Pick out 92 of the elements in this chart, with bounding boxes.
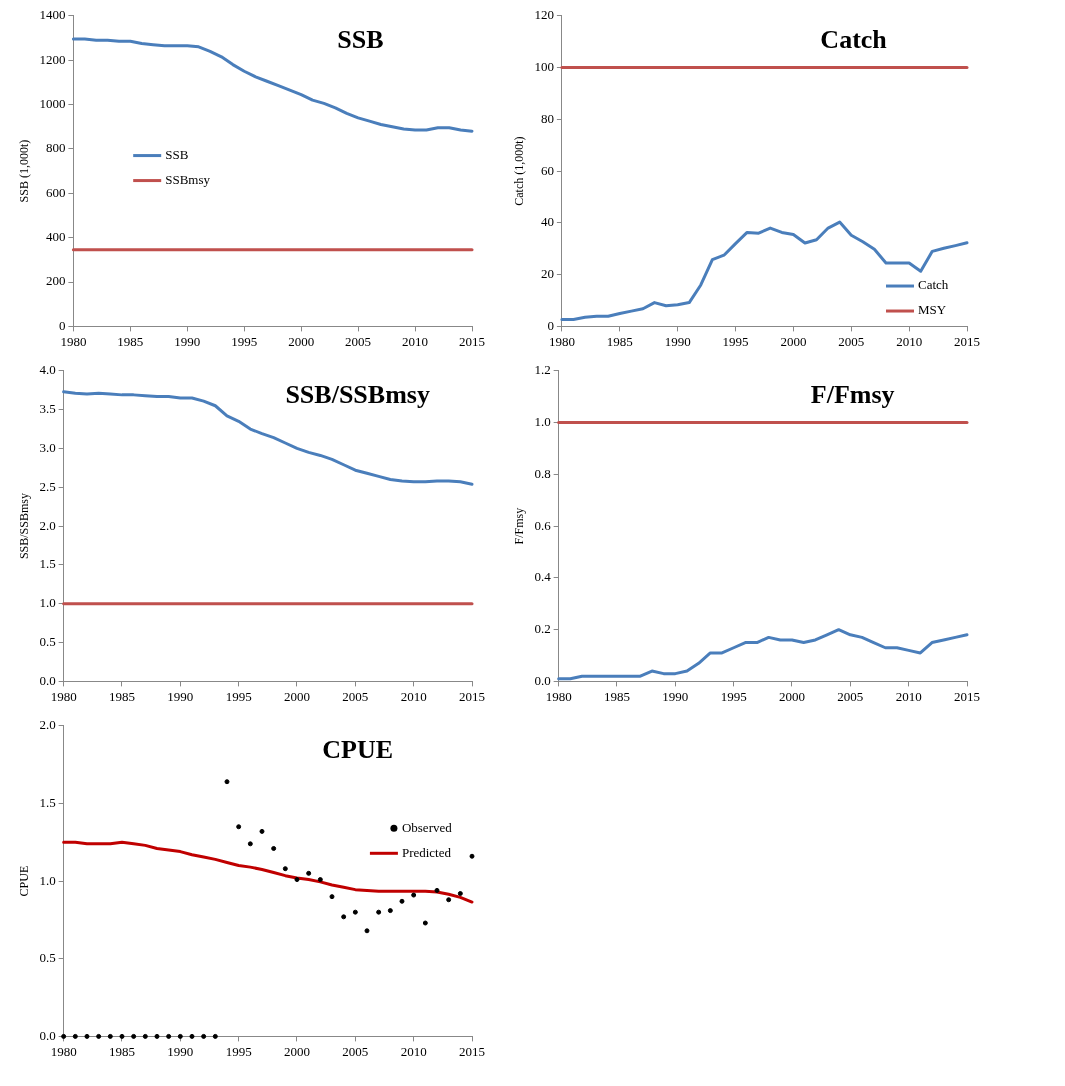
legend-label: Predicted [401, 844, 452, 860]
y-tick-label: 2.5 [39, 478, 56, 494]
x-tick-label: 2010 [896, 333, 923, 349]
y-tick-label: 0.0 [534, 672, 551, 688]
y-tick-label: 1.5 [39, 794, 56, 810]
legend-label: Observed [401, 819, 453, 835]
x-tick-label: 1990 [167, 688, 194, 704]
y-tick-label: 20 [540, 266, 554, 282]
y-tick-label: 0 [58, 317, 66, 333]
x-tick-label: 1985 [603, 688, 630, 704]
y-axis-title: Catch (1,000t) [512, 136, 527, 206]
x-tick-label: 1995 [722, 333, 749, 349]
x-tick-label: 1980 [545, 688, 572, 704]
y-tick-label: 0.2 [534, 621, 551, 637]
y-axis-title: CPUE [17, 865, 32, 897]
y-tick-label: 1200 [39, 51, 66, 67]
chart-title: F/Fmsy [810, 379, 895, 409]
y-tick-label: 400 [45, 229, 66, 245]
chart-title: CPUE [322, 734, 394, 764]
y-tick-label: 3.0 [39, 439, 56, 455]
x-tick-label: 1980 [548, 333, 575, 349]
x-tick-label: 1980 [60, 333, 87, 349]
legend-label: MSY [917, 302, 947, 318]
x-tick-label: 2005 [342, 1043, 369, 1059]
x-tick-label: 2000 [778, 688, 805, 704]
x-tick-label: 1980 [50, 688, 77, 704]
y-tick-label: 0.6 [534, 517, 552, 533]
y-tick-label: 100 [534, 58, 554, 74]
x-tick-label: 2000 [780, 333, 807, 349]
x-tick-label: 1990 [174, 333, 201, 349]
x-tick-label: 1995 [231, 333, 258, 349]
x-tick-label: 2015 [459, 688, 485, 704]
y-tick-label: 120 [534, 7, 554, 23]
y-tick-label: 60 [540, 162, 554, 178]
y-axis-title: SSB (1,000t) [17, 139, 32, 203]
x-tick-label: 2000 [283, 1043, 310, 1059]
x-tick-label: 1990 [167, 1043, 194, 1059]
x-tick-label: 2005 [345, 333, 372, 349]
y-tick-label: 40 [540, 214, 554, 230]
y-tick-label: 1000 [39, 95, 66, 111]
x-tick-label: 2010 [895, 688, 922, 704]
x-tick-label: 1995 [225, 688, 252, 704]
y-tick-label: 1.2 [534, 362, 551, 378]
x-tick-label: 1990 [662, 688, 689, 704]
legend-label: Catch [917, 277, 949, 293]
chart-title: SSB/SSBmsy [285, 379, 430, 409]
y-tick-label: 1.0 [39, 595, 56, 611]
x-tick-label: 2015 [459, 1043, 485, 1059]
y-tick-label: 200 [45, 273, 66, 289]
x-tick-label: 2000 [288, 333, 315, 349]
y-tick-label: 0.4 [534, 569, 552, 585]
x-tick-label: 1985 [606, 333, 633, 349]
x-tick-label: 1985 [117, 333, 144, 349]
legend-label: SSB [165, 146, 189, 162]
y-tick-label: 800 [45, 140, 66, 156]
y-tick-label: 0.5 [39, 634, 56, 649]
y-axis-title: F/Fmsy [512, 507, 527, 545]
x-tick-label: 2000 [283, 688, 310, 704]
y-tick-label: 0.0 [39, 1027, 56, 1043]
y-tick-label: 2.0 [39, 517, 56, 533]
x-tick-label: 2015 [459, 333, 485, 349]
y-tick-label: 0.5 [39, 950, 56, 966]
x-tick-label: 1995 [225, 1043, 252, 1059]
y-tick-label: 2.0 [39, 717, 56, 733]
legend-label: SSBmsy [165, 171, 211, 187]
x-tick-label: 2005 [837, 688, 864, 704]
y-tick-label: 1.0 [534, 413, 551, 429]
y-tick-label: 0.0 [39, 672, 56, 688]
y-tick-label: 1400 [39, 7, 66, 23]
y-tick-label: 4.0 [39, 362, 56, 378]
x-tick-label: 2010 [400, 1043, 427, 1059]
x-tick-label: 2010 [402, 333, 429, 349]
y-tick-label: 600 [45, 184, 66, 200]
y-tick-label: 1.5 [39, 556, 56, 572]
x-tick-label: 2015 [954, 688, 980, 704]
y-tick-label: 0.8 [534, 465, 551, 481]
y-tick-label: 0 [547, 317, 554, 333]
y-axis-title: SSB/SSBmsy [17, 493, 32, 560]
x-tick-label: 1990 [664, 333, 691, 349]
y-tick-label: 1.0 [39, 872, 56, 888]
x-tick-label: 2010 [400, 688, 427, 704]
x-tick-label: 2015 [954, 333, 980, 349]
chart-title: SSB [337, 24, 384, 54]
chart-title: Catch [820, 24, 888, 54]
x-tick-label: 1980 [50, 1043, 77, 1059]
x-tick-label: 2005 [342, 688, 369, 704]
x-tick-label: 1985 [108, 688, 135, 704]
x-tick-label: 1985 [108, 1043, 135, 1059]
x-tick-label: 2005 [838, 333, 865, 349]
x-tick-label: 1995 [720, 688, 747, 704]
y-tick-label: 80 [540, 110, 554, 126]
y-tick-label: 3.5 [39, 401, 56, 417]
